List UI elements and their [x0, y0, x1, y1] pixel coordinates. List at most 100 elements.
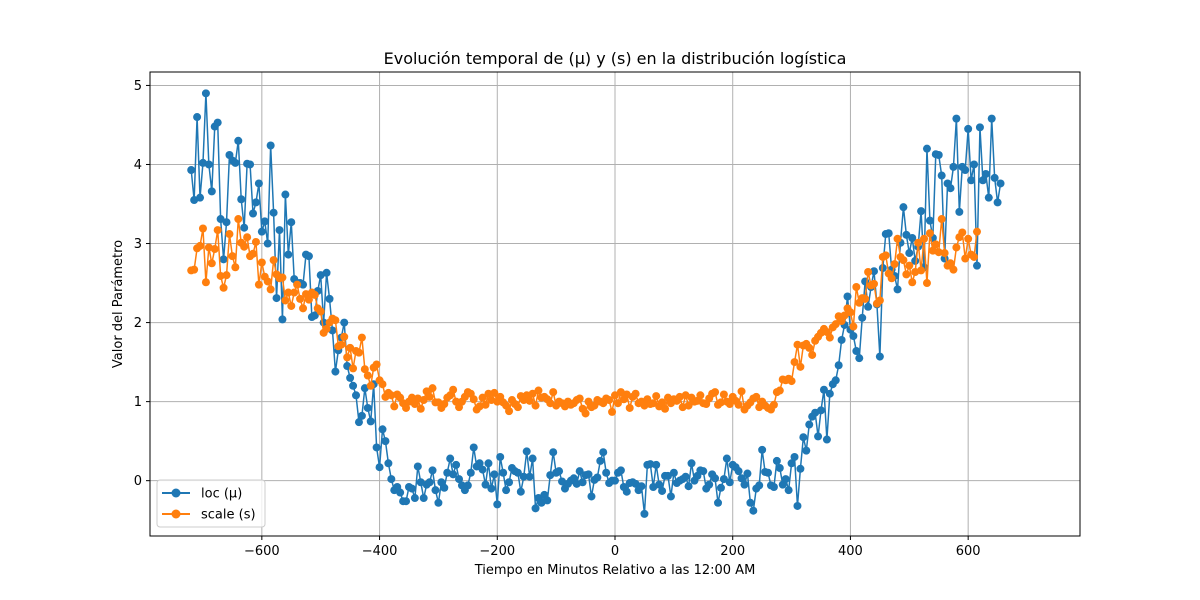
data-point-scale	[934, 248, 943, 257]
data-point-scale	[940, 249, 949, 258]
data-point-loc	[784, 486, 793, 495]
data-point-loc	[775, 464, 784, 473]
data-point-scale	[787, 377, 796, 386]
data-point-loc	[719, 475, 728, 484]
data-point-scale	[219, 283, 228, 292]
data-point-loc	[790, 452, 799, 461]
data-point-loc	[996, 179, 1005, 188]
data-point-loc	[352, 391, 361, 400]
data-point-loc	[407, 484, 416, 493]
data-point-loc	[522, 447, 531, 456]
data-point-scale	[608, 407, 617, 416]
y-tick-label: 0	[134, 474, 142, 489]
data-point-loc	[734, 467, 743, 476]
data-point-loc	[987, 114, 996, 123]
data-point-loc	[858, 313, 867, 322]
x-tick-label: 400	[838, 544, 863, 559]
data-point-loc	[699, 467, 708, 476]
data-point-loc	[499, 468, 508, 477]
data-point-loc	[640, 509, 649, 518]
data-point-loc	[705, 480, 714, 489]
data-point-scale	[549, 388, 558, 397]
data-point-scale	[505, 407, 514, 416]
data-point-loc	[831, 376, 840, 385]
data-point-scale	[902, 270, 911, 279]
data-point-loc	[366, 417, 375, 426]
data-point-loc	[475, 459, 484, 468]
data-point-loc	[402, 497, 411, 506]
data-point-scale	[905, 261, 914, 270]
data-point-scale	[425, 392, 434, 401]
data-point-loc	[396, 488, 405, 497]
data-point-loc	[666, 492, 675, 501]
data-point-loc	[964, 124, 973, 133]
data-point-scale	[316, 307, 325, 316]
y-tick-label: 4	[134, 158, 142, 173]
data-point-scale	[360, 365, 369, 374]
data-point-loc	[410, 494, 419, 503]
data-point-scale	[864, 267, 873, 276]
data-point-loc	[263, 239, 272, 248]
x-tick-label: 200	[720, 544, 745, 559]
data-point-loc	[975, 123, 984, 132]
data-point-loc	[525, 472, 534, 481]
data-point-loc	[275, 226, 284, 235]
data-point-loc	[440, 483, 449, 492]
data-point-loc	[611, 476, 619, 485]
data-point-scale	[525, 396, 534, 405]
y-tick-label: 5	[134, 79, 142, 94]
data-point-loc	[837, 335, 846, 344]
data-point-loc	[455, 475, 464, 484]
data-point-loc	[875, 352, 884, 361]
data-point-loc	[201, 89, 210, 98]
data-point-loc	[207, 187, 216, 196]
data-point-loc	[428, 466, 437, 475]
data-point-scale	[196, 241, 205, 250]
data-point-scale	[513, 403, 522, 412]
data-point-scale	[346, 343, 355, 352]
data-point-scale	[775, 386, 784, 395]
legend-marker-loc	[171, 488, 181, 498]
data-point-loc	[622, 487, 631, 496]
data-point-scale	[278, 273, 287, 282]
data-point-loc	[711, 474, 720, 483]
legend-box	[156, 479, 266, 528]
data-point-loc	[981, 169, 990, 178]
data-point-loc	[372, 443, 381, 452]
data-point-scale	[387, 391, 396, 400]
data-point-scale	[908, 278, 917, 287]
data-point-loc	[952, 114, 961, 123]
data-point-loc	[749, 506, 758, 515]
data-point-scale	[869, 279, 878, 288]
data-point-loc	[970, 160, 979, 169]
data-point-scale	[970, 252, 979, 261]
data-point-loc	[917, 207, 926, 216]
data-point-loc	[805, 420, 814, 429]
data-point-loc	[413, 462, 422, 471]
data-point-loc	[193, 113, 202, 122]
data-point-scale	[946, 259, 955, 268]
legend-marker-scale	[171, 509, 181, 519]
data-point-scale	[752, 392, 761, 401]
data-point-scale	[937, 215, 946, 224]
data-point-scale	[949, 265, 958, 274]
data-point-scale	[846, 308, 855, 317]
data-point-scale	[201, 278, 210, 287]
data-point-scale	[228, 252, 237, 261]
data-point-loc	[725, 478, 734, 487]
data-point-loc	[425, 478, 434, 487]
data-point-loc	[493, 500, 502, 509]
data-point-loc	[722, 454, 731, 463]
data-point-scale	[531, 401, 540, 410]
data-point-loc	[908, 234, 917, 242]
legend-label-scale: scale (s)	[201, 508, 256, 523]
data-point-loc	[272, 294, 281, 303]
data-point-scale	[793, 340, 802, 349]
data-point-scale	[790, 358, 799, 367]
data-point-loc	[746, 498, 755, 507]
data-point-loc	[354, 418, 363, 427]
data-point-loc	[822, 435, 831, 444]
data-point-loc	[655, 480, 664, 489]
data-point-scale	[972, 227, 981, 236]
data-point-loc	[769, 482, 778, 491]
